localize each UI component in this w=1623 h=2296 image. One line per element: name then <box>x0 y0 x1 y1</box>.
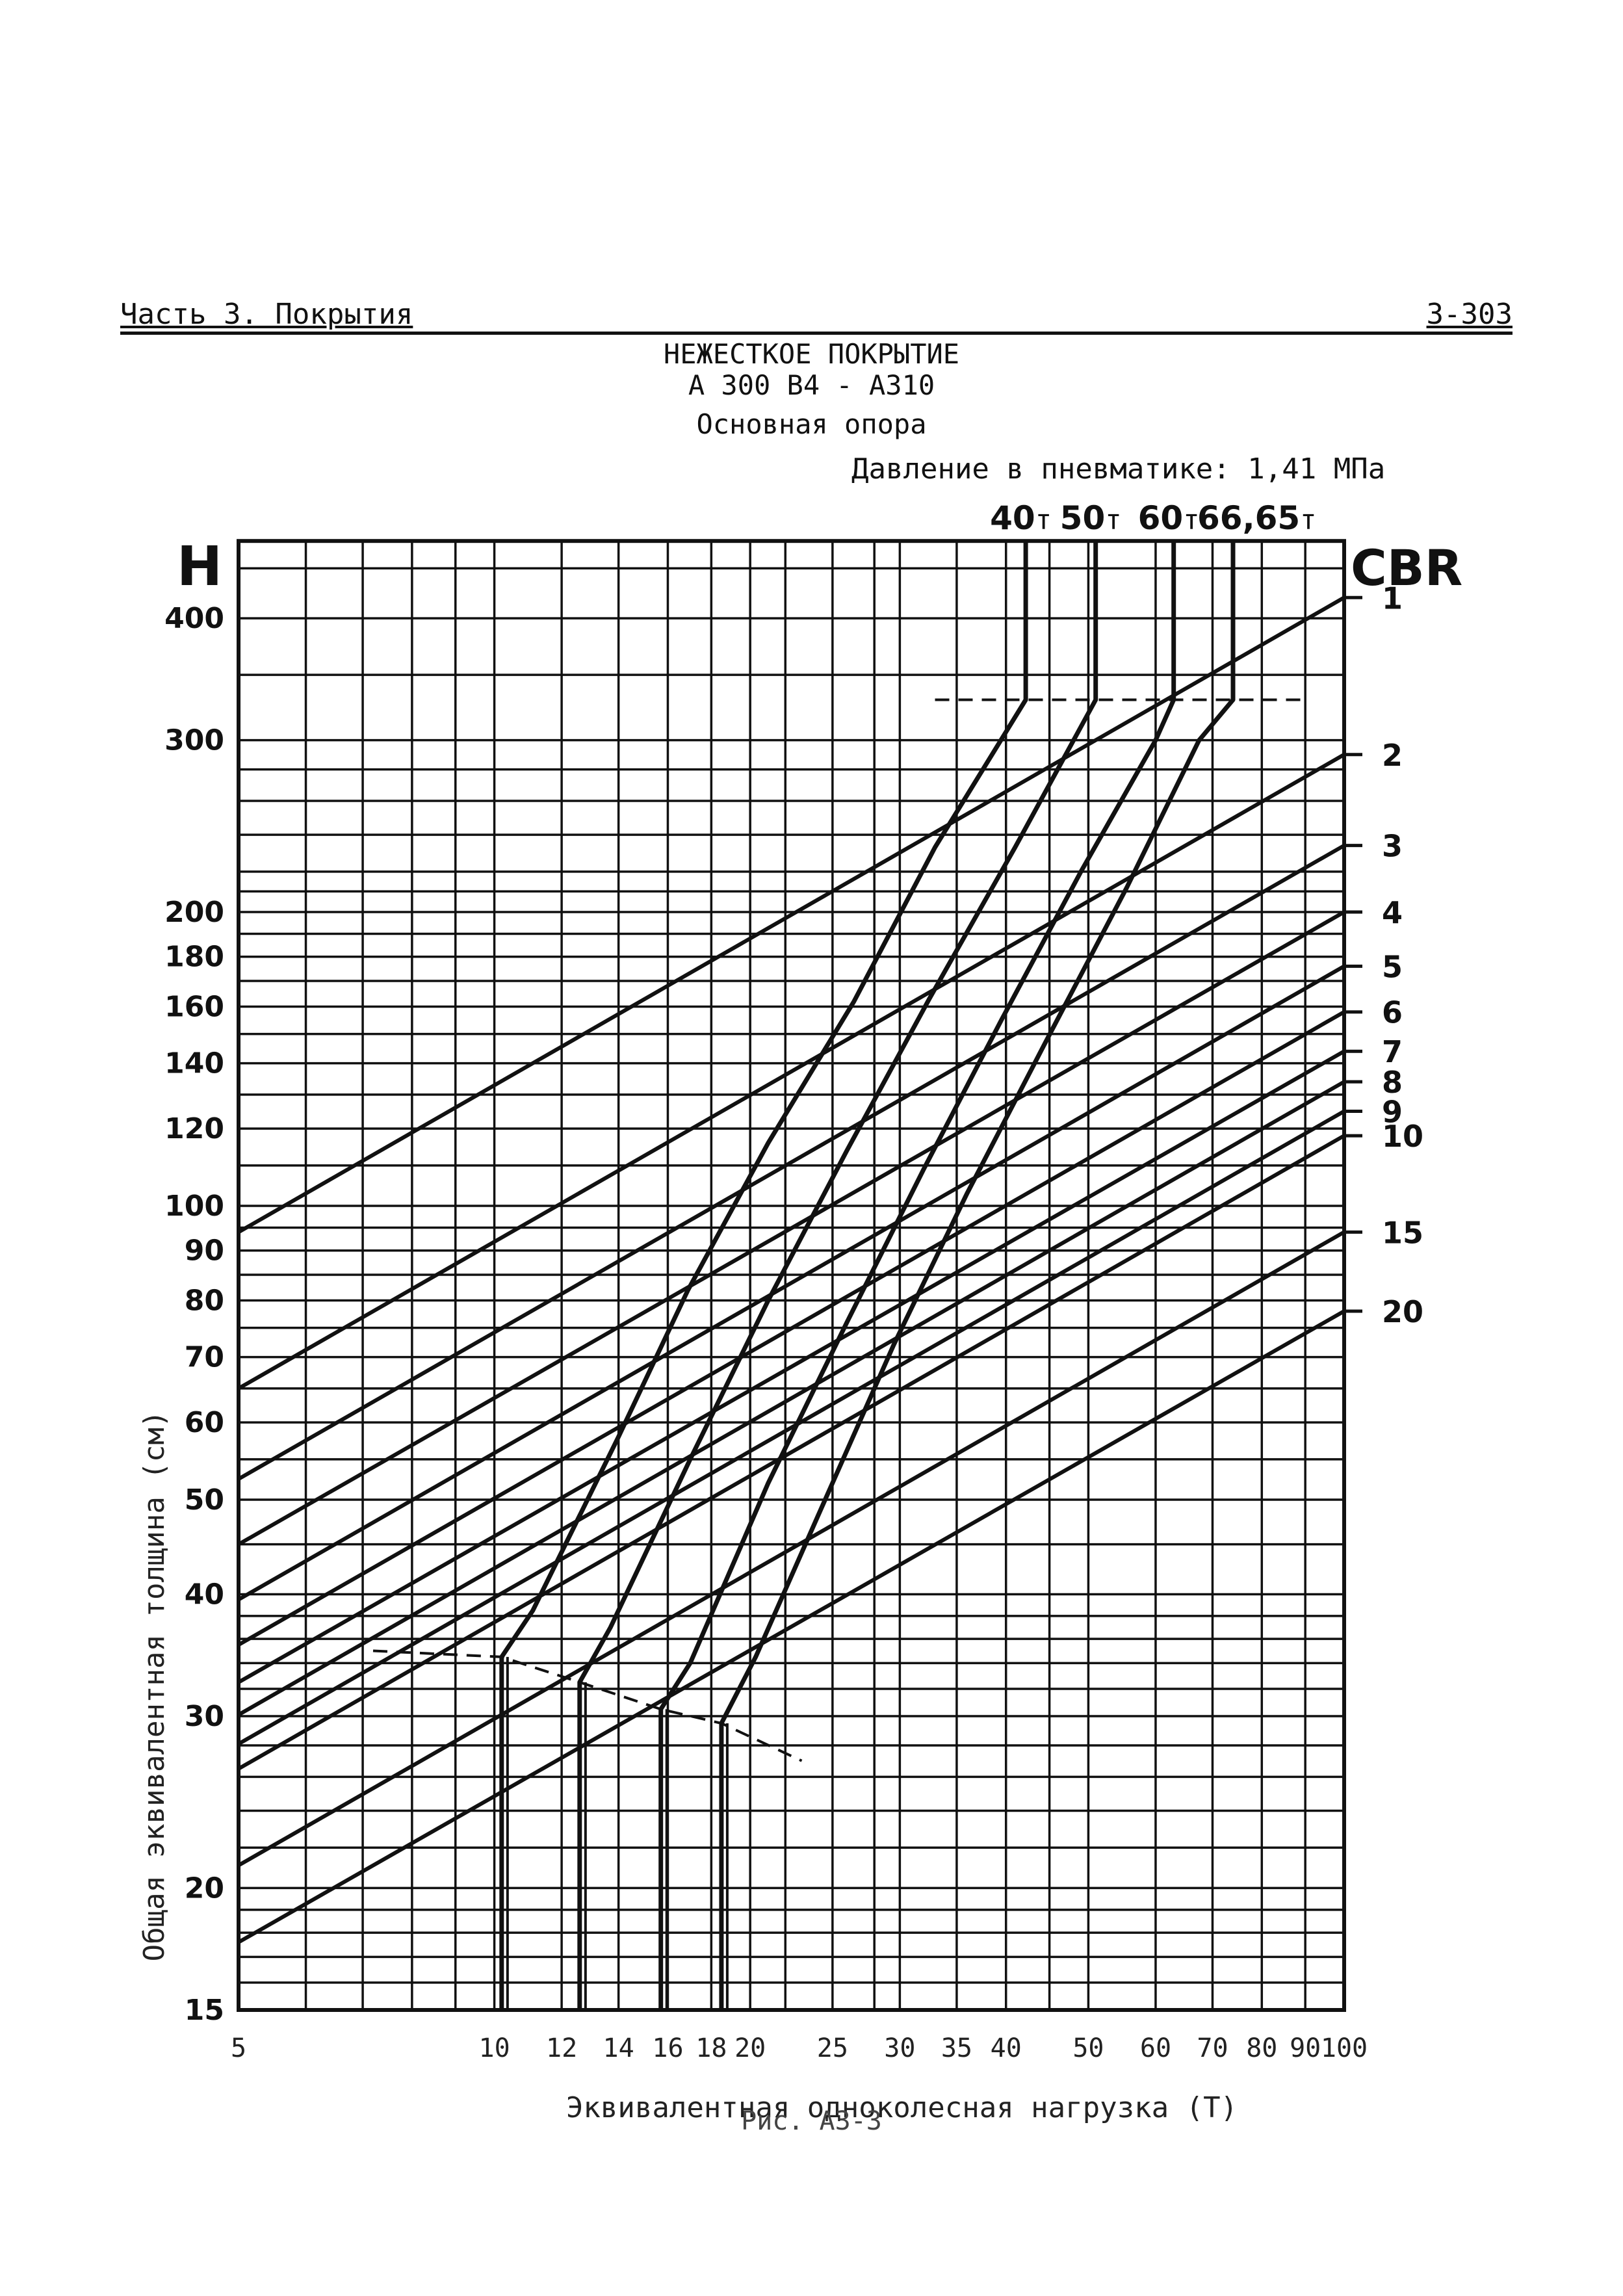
cbr-line-8 <box>239 1080 1344 1717</box>
x-axis-title: Эквивалентная одноколесная нагрузка (Т) <box>566 2091 1238 2124</box>
cbr-line-6 <box>239 1010 1344 1647</box>
x-tick-label: 16 <box>652 2033 683 2063</box>
y-tick-label: 15 <box>185 1994 224 2027</box>
cbr-label-4: 4 <box>1382 895 1403 930</box>
plot-frame <box>237 539 1346 2013</box>
load-line-60 <box>658 541 1176 2010</box>
y-tick-label: 400 <box>164 602 224 635</box>
y-tick-label: 50 <box>185 1483 224 1517</box>
pressure-note: Давление в пневматике: 1,41 МПа <box>851 452 1386 486</box>
cbr-label-5: 5 <box>1382 949 1403 984</box>
load-label-40: 40т <box>990 499 1052 537</box>
x-tick-label: 70 <box>1197 2033 1228 2063</box>
x-tick-label: 40 <box>991 2033 1022 2063</box>
y-tick-label: 90 <box>185 1234 224 1268</box>
y-tick-label: 70 <box>185 1341 224 1374</box>
x-tick-label: 14 <box>603 2033 634 2063</box>
cbr-label-20: 20 <box>1382 1294 1423 1329</box>
figure-caption: Рис. А3-3 <box>741 2106 882 2136</box>
load-line-40 <box>499 541 1028 2010</box>
cbr-label-2: 2 <box>1382 738 1403 773</box>
load-label-value: 40 <box>990 499 1035 537</box>
load-label-unit: т <box>1183 504 1199 536</box>
cbr-lines <box>239 595 1344 1944</box>
y-tick-label: 20 <box>185 1872 224 1905</box>
y-tick-label: 60 <box>185 1406 224 1439</box>
cbr-line-7 <box>239 1049 1344 1684</box>
y-tick-label: 300 <box>164 724 224 757</box>
x-tick-label: 10 <box>478 2033 510 2063</box>
load-label-value: 60 <box>1138 499 1184 537</box>
load-label-value: 66,65 <box>1197 499 1300 537</box>
y-axis-title: Общая эквивалентная толщина (см) <box>138 1411 171 1962</box>
x-tick-label: 18 <box>695 2033 727 2063</box>
x-tick-label: 25 <box>817 2033 848 2063</box>
y-tick-label: 200 <box>164 896 224 929</box>
y-tick-label: 160 <box>164 991 224 1024</box>
cbr-line-1 <box>239 595 1344 1234</box>
y-tick-label: 180 <box>164 941 224 974</box>
cbr-line-9 <box>239 1109 1344 1746</box>
y-tick-label: 140 <box>164 1047 224 1080</box>
cbr-line-3 <box>239 844 1344 1481</box>
load-label-unit: т <box>1300 504 1316 536</box>
chart-subtitle: Основная опора <box>696 408 927 440</box>
x-tick-label: 90 <box>1290 2033 1321 2063</box>
cbr-label-10: 10 <box>1382 1119 1423 1154</box>
load-label-unit: т <box>1035 504 1052 536</box>
y-tick-label: 80 <box>185 1284 224 1317</box>
grid <box>237 540 1345 2011</box>
cbr-label-1: 1 <box>1382 581 1403 616</box>
x-tick-label: 5 <box>231 2033 246 2063</box>
load-line-66,65 <box>719 541 1236 2010</box>
y-axis-letter: H <box>177 534 222 598</box>
y-tick-label: 120 <box>164 1112 224 1145</box>
cbr-line-4 <box>239 910 1344 1546</box>
cbr-line-10 <box>239 1134 1344 1771</box>
header-section-title: Часть 3. Покрытия <box>120 298 413 331</box>
x-tick-label: 12 <box>546 2033 577 2063</box>
cbr-label-6: 6 <box>1382 995 1403 1030</box>
load-label-50: 50т <box>1060 499 1122 537</box>
x-tick-label: 60 <box>1140 2033 1171 2063</box>
cbr-label-7: 7 <box>1382 1034 1403 1069</box>
x-tick-label: 80 <box>1246 2033 1277 2063</box>
cbr-label-9: 9 <box>1382 1095 1403 1130</box>
dashed-lines <box>372 698 1306 1762</box>
y-tick-label: 30 <box>185 1700 224 1733</box>
cbr-line-2 <box>239 753 1344 1390</box>
x-tick-label: 50 <box>1072 2033 1104 2063</box>
cbr-line-15 <box>239 1230 1344 1868</box>
load-label-66,65: 66,65т <box>1197 499 1316 537</box>
cbr-label-8: 8 <box>1382 1065 1403 1100</box>
x-tick-label: 30 <box>884 2033 915 2063</box>
x-tick-label: 20 <box>734 2033 766 2063</box>
cbr-line-20 <box>239 1309 1344 1944</box>
cbr-label-3: 3 <box>1382 829 1403 864</box>
cbr-line-5 <box>239 964 1344 1602</box>
chart-title-line1: НЕЖЕСТКОЕ ПОКРЫТИЕ <box>663 338 960 370</box>
cbr-label-15: 15 <box>1382 1215 1423 1250</box>
load-label-value: 50 <box>1060 499 1106 537</box>
load-label-60: 60т <box>1138 499 1200 537</box>
right-axis-letter: CBR <box>1351 539 1462 597</box>
header-page-number: 3-303 <box>1426 298 1513 331</box>
dashed-line-0 <box>372 1649 803 1762</box>
header-rule <box>120 332 1513 335</box>
x-tick-label: 100 <box>1321 2033 1368 2063</box>
x-tick-label: 35 <box>941 2033 972 2063</box>
load-line-50 <box>577 541 1098 2010</box>
load-lines <box>499 541 1236 2010</box>
chart-title-line2: А 300 В4 - А310 <box>688 369 935 401</box>
load-label-unit: т <box>1105 504 1121 536</box>
y-tick-label: 100 <box>164 1190 224 1223</box>
y-tick-label: 40 <box>185 1578 224 1611</box>
